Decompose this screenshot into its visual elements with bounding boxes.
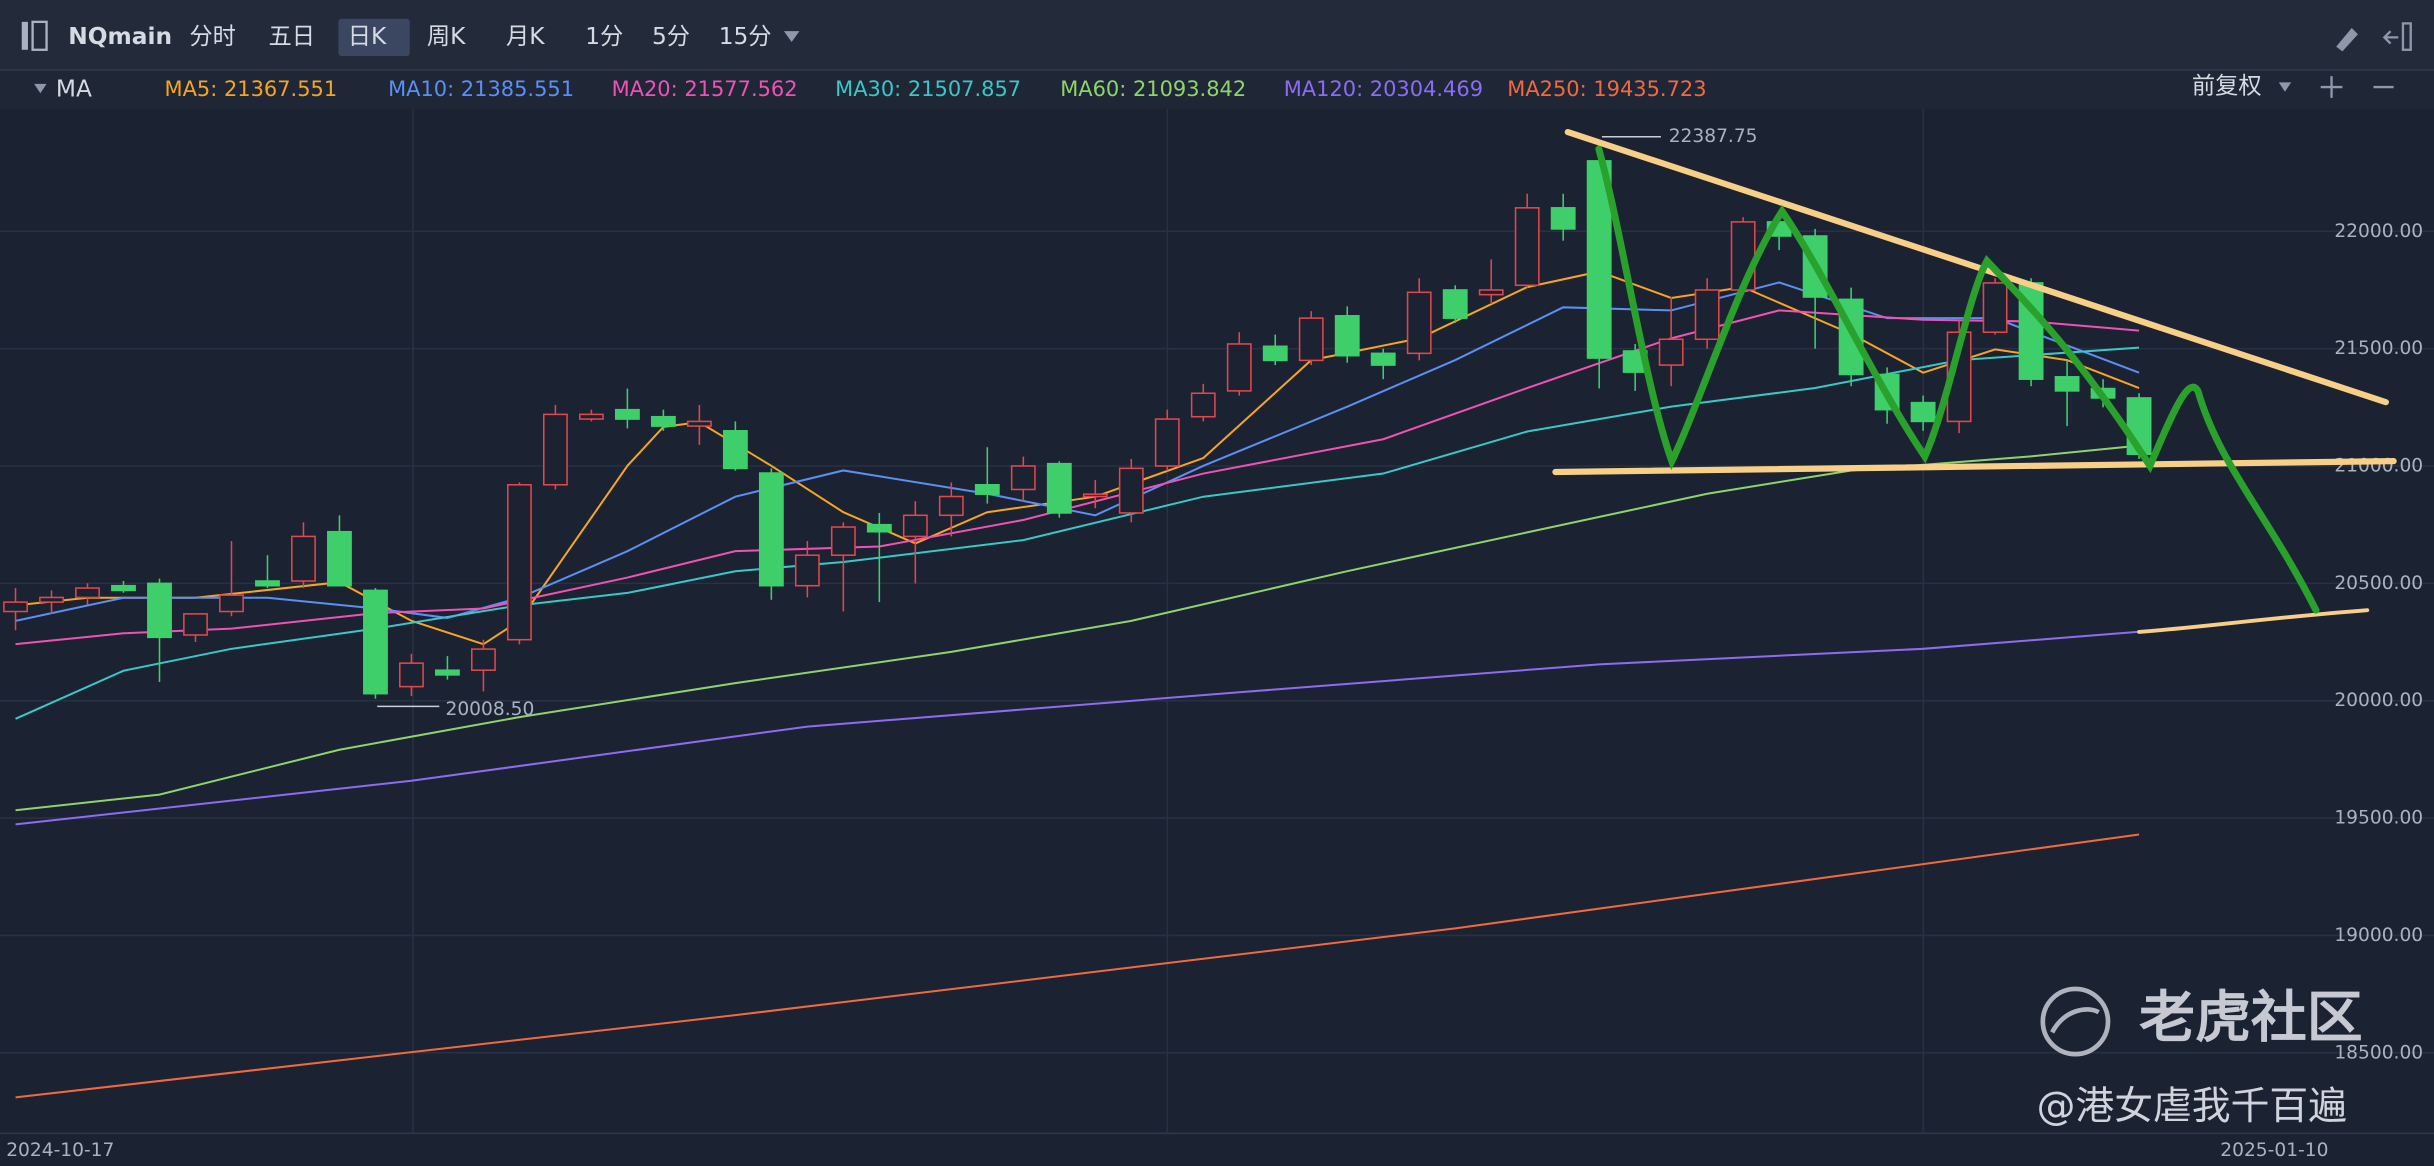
candle-body [291,535,316,582]
period-tab[interactable]: 日K [348,23,387,50]
adjust-dropdown[interactable] [2278,82,2292,92]
candle-body [1154,418,1180,467]
legend-entry: MA120: 20304.469 [1284,77,1483,101]
candle-body [830,526,856,556]
ma-line [15,346,2140,720]
candle-body [147,582,172,639]
candle-body [1262,345,1288,362]
legend-entry: MA30: 21507.857 [835,77,1021,101]
candle-body [255,580,280,587]
y-tick-label: 21500.00 [2334,338,2423,359]
ma-line [15,309,2140,646]
candle-body [1514,207,1540,287]
candle-body [1334,315,1360,357]
candle-body [1694,289,1720,341]
adjust-mode[interactable]: 前复权 [2192,73,2262,100]
candle-body [614,408,640,420]
y-tick-label: 20000.00 [2334,690,2423,711]
period-tab[interactable]: 1分 [585,23,623,50]
candle-body [183,613,208,636]
candle-body [722,430,748,470]
hand-drawing [1552,128,2397,634]
candle-body [111,584,136,592]
candle-body [1550,207,1576,230]
candle-body [866,523,892,533]
candle-body [542,413,568,486]
candle-body [1190,392,1216,418]
candle-body [1406,291,1432,355]
collapse-icon[interactable] [34,83,47,94]
indicator-name[interactable]: MA [56,76,92,103]
candle-body [1298,317,1324,362]
ma-line [15,630,2140,826]
period-tab[interactable]: 周K [427,23,466,50]
candle-body [506,484,532,641]
more-periods[interactable] [783,31,800,43]
candle-body [75,587,100,599]
candle-body [686,420,712,427]
candle-body [902,514,928,538]
candle-body [39,596,64,603]
period-tab[interactable]: 月K [506,23,545,50]
candle-body [650,415,676,427]
y-tick-label: 19000.00 [2334,925,2423,946]
candle-body [938,495,964,517]
period-tab[interactable]: 分时 [189,23,236,50]
active-tab-bg [338,18,410,56]
candle-body [435,669,460,676]
add-icon[interactable] [2320,76,2343,98]
candle-body [219,594,244,613]
candle-body [758,472,784,587]
candle-body [578,413,604,420]
candle-body [1226,343,1252,392]
candle-body [3,601,28,613]
sidebar-icon[interactable] [21,20,48,51]
candle-body [1118,467,1144,514]
candle-body [1010,465,1036,491]
legend-entry: MA5: 21367.551 [165,77,338,101]
candle-body [1082,493,1108,498]
min-label: 20008.50 [446,699,535,720]
legend-entry: MA60: 21093.842 [1060,77,1246,101]
symbol[interactable]: NQmain [68,23,172,50]
period-tab[interactable]: 15分 [719,23,772,50]
candle-body [2054,376,2080,392]
candle-body [363,589,388,695]
candle-body [794,554,820,587]
max-label: 22387.75 [1669,126,1758,147]
period-tab[interactable]: 5分 [652,23,690,50]
candle-body [1370,352,1396,366]
candle-body [399,662,424,688]
watermark-user: @港女虐我千百遍 [2037,1084,2347,1129]
period-tab[interactable]: 五日 [269,23,316,50]
candle-body [1658,338,1684,366]
candle-body [974,484,1000,495]
y-tick-label: 19500.00 [2334,808,2423,829]
candle-body [327,530,352,587]
x-tick-label: 2025-01-10 [2220,1140,2328,1161]
exit-icon[interactable] [2382,22,2412,51]
candle-body [471,648,496,671]
indicator-bar [0,69,2434,109]
candle-body [1910,401,1936,423]
y-tick-label: 20500.00 [2334,573,2423,594]
legend-entry: MA10: 21385.551 [388,77,574,101]
x-tick-label: 2024-10-17 [6,1140,114,1161]
candle-body [1442,289,1468,319]
y-tick-label: 18500.00 [2334,1042,2423,1063]
candle-body [1982,282,2008,333]
ma-line [15,833,2140,1099]
candle-body [1478,289,1504,296]
candle-body [1046,462,1072,514]
watermark-brand: 老虎社区 [2139,986,2363,1051]
watermark-logo [2040,986,2111,1057]
y-tick-label: 22000.00 [2334,221,2423,242]
draw-icon[interactable] [2336,28,2358,52]
legend-entry: MA20: 21577.562 [612,77,798,101]
legend-entry: MA250: 19435.723 [1507,77,1706,101]
